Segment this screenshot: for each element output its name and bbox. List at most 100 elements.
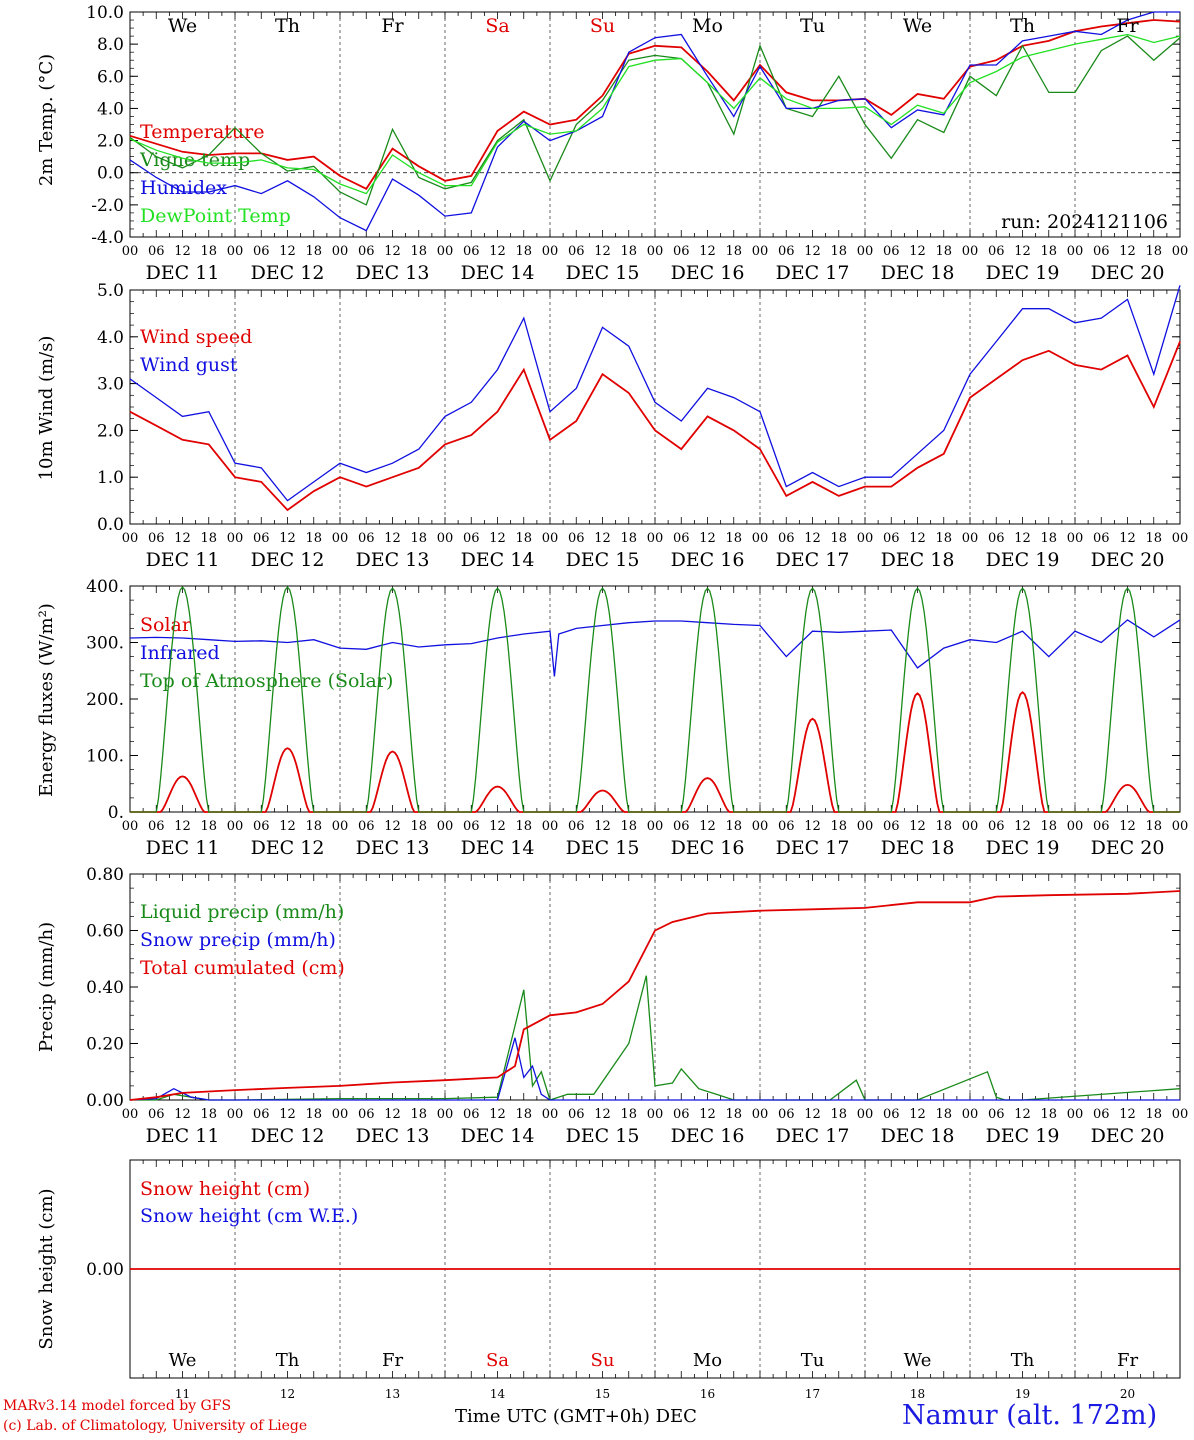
hour-tick-label: 00: [122, 531, 139, 546]
y-tick-label: 0.20: [86, 1035, 124, 1055]
hour-tick-label: 12: [489, 244, 506, 259]
date-label: DEC 11: [146, 549, 220, 571]
hour-tick-label: 00: [647, 531, 664, 546]
lab-credit: (c) Lab. of Climatology, University of L…: [3, 1418, 308, 1434]
hour-tick-label: 06: [358, 819, 375, 834]
hour-tick-label: 00: [542, 819, 559, 834]
date-label: DEC 13: [356, 262, 430, 284]
hour-tick-label: 18: [1145, 819, 1162, 834]
y-tick-label: 4.0: [97, 328, 124, 348]
hour-tick-label: 18: [725, 531, 742, 546]
weekday-label: Fr: [1117, 1350, 1138, 1371]
weekday-label: Fr: [381, 15, 404, 37]
hour-tick-label: 00: [227, 244, 244, 259]
y-tick-label: 6.0: [97, 67, 124, 87]
date-label: DEC 12: [251, 1125, 325, 1147]
series-line-solar: [130, 690, 1180, 813]
hour-tick-label: 12: [1119, 531, 1136, 546]
date-label: DEC 13: [356, 549, 430, 571]
hour-tick-label: 12: [489, 819, 506, 834]
weekday-label: Fr: [1116, 15, 1139, 37]
hour-tick-label: 18: [935, 819, 952, 834]
date-label: DEC 15: [566, 549, 640, 571]
hour-tick-label: 12: [594, 244, 611, 259]
date-label: DEC 14: [461, 837, 535, 859]
hour-tick-label: 06: [148, 1107, 165, 1122]
hour-tick-label: 00: [542, 1107, 559, 1122]
date-number-label: 19: [1015, 1387, 1030, 1401]
hour-tick-label: 12: [699, 819, 716, 834]
hour-tick-label: 00: [647, 819, 664, 834]
y-tick-label: 100.: [86, 747, 124, 767]
y-tick-label: 2.0: [97, 132, 124, 152]
date-label: DEC 12: [251, 837, 325, 859]
legend-infrared: Infrared: [140, 642, 220, 664]
hour-tick-label: 06: [463, 244, 480, 259]
hour-tick-label: 12: [1014, 531, 1031, 546]
hour-tick-label: 00: [1067, 1107, 1084, 1122]
hour-tick-label: 00: [437, 531, 454, 546]
hour-tick-label: 06: [883, 1107, 900, 1122]
hour-tick-label: 18: [1145, 244, 1162, 259]
series-line-total-cumulated-cm-: [129, 890, 1181, 1101]
hour-tick-label: 06: [1093, 244, 1110, 259]
series-line-snow-precip-mm-h-: [129, 1037, 1180, 1101]
hour-tick-label: 00: [1172, 244, 1189, 259]
hour-tick-label: 18: [725, 1107, 742, 1122]
hour-tick-label: 12: [279, 819, 296, 834]
weekday-label: Tu: [801, 1350, 825, 1371]
hour-tick-label: 12: [909, 1107, 926, 1122]
hour-tick-label: 12: [384, 819, 401, 834]
weekday-label: Tu: [800, 15, 825, 37]
date-label: DEC 16: [671, 1125, 745, 1147]
hour-tick-label: 06: [568, 531, 585, 546]
y-axis-label: Snow height (cm): [36, 1188, 57, 1349]
hour-tick-label: 00: [542, 244, 559, 259]
weekday-label: Mo: [692, 15, 723, 37]
hour-tick-label: 06: [463, 1107, 480, 1122]
hour-tick-label: 12: [699, 531, 716, 546]
hour-tick-label: 12: [909, 244, 926, 259]
hour-tick-label: 18: [305, 244, 322, 259]
hour-tick-label: 12: [174, 1107, 191, 1122]
date-label: DEC 11: [146, 1125, 220, 1147]
hour-tick-label: 18: [410, 819, 427, 834]
y-tick-label: -4.0: [91, 228, 124, 248]
y-tick-label: 10.0: [86, 3, 124, 23]
hour-tick-label: 00: [647, 1107, 664, 1122]
y-tick-label: 0.: [108, 803, 124, 823]
hour-tick-label: 18: [1040, 244, 1057, 259]
legend-wind-gust: Wind gust: [140, 354, 238, 376]
hour-tick-label: 12: [1119, 1107, 1136, 1122]
date-label: DEC 17: [776, 1125, 850, 1147]
date-label: DEC 15: [566, 837, 640, 859]
hour-tick-label: 06: [988, 819, 1005, 834]
weekday-label: Sa: [486, 1350, 509, 1371]
date-label: DEC 14: [461, 262, 535, 284]
hour-tick-label: 18: [515, 1107, 532, 1122]
date-number-label: 12: [280, 1387, 295, 1401]
hour-tick-label: 00: [857, 531, 874, 546]
date-label: DEC 11: [146, 837, 220, 859]
hour-tick-label: 18: [830, 531, 847, 546]
hour-tick-label: 06: [778, 244, 795, 259]
hour-tick-label: 12: [804, 819, 821, 834]
weekday-label: We: [168, 15, 197, 37]
hour-tick-label: 06: [148, 819, 165, 834]
date-label: DEC 20: [1091, 262, 1165, 284]
hour-tick-label: 06: [463, 531, 480, 546]
date-label: DEC 11: [146, 262, 220, 284]
y-tick-label: 0.40: [86, 978, 124, 998]
date-label: DEC 17: [776, 549, 850, 571]
hour-tick-label: 18: [830, 819, 847, 834]
hour-tick-label: 06: [778, 1107, 795, 1122]
hour-tick-label: 06: [568, 244, 585, 259]
y-tick-label: 5.0: [97, 281, 124, 301]
hour-tick-label: 00: [227, 819, 244, 834]
hour-tick-label: 06: [988, 244, 1005, 259]
hour-tick-label: 00: [332, 819, 349, 834]
hour-tick-label: 00: [1172, 531, 1189, 546]
y-tick-label: -2.0: [91, 196, 124, 216]
weekday-label: Th: [1010, 15, 1035, 37]
hour-tick-label: 00: [1067, 244, 1084, 259]
